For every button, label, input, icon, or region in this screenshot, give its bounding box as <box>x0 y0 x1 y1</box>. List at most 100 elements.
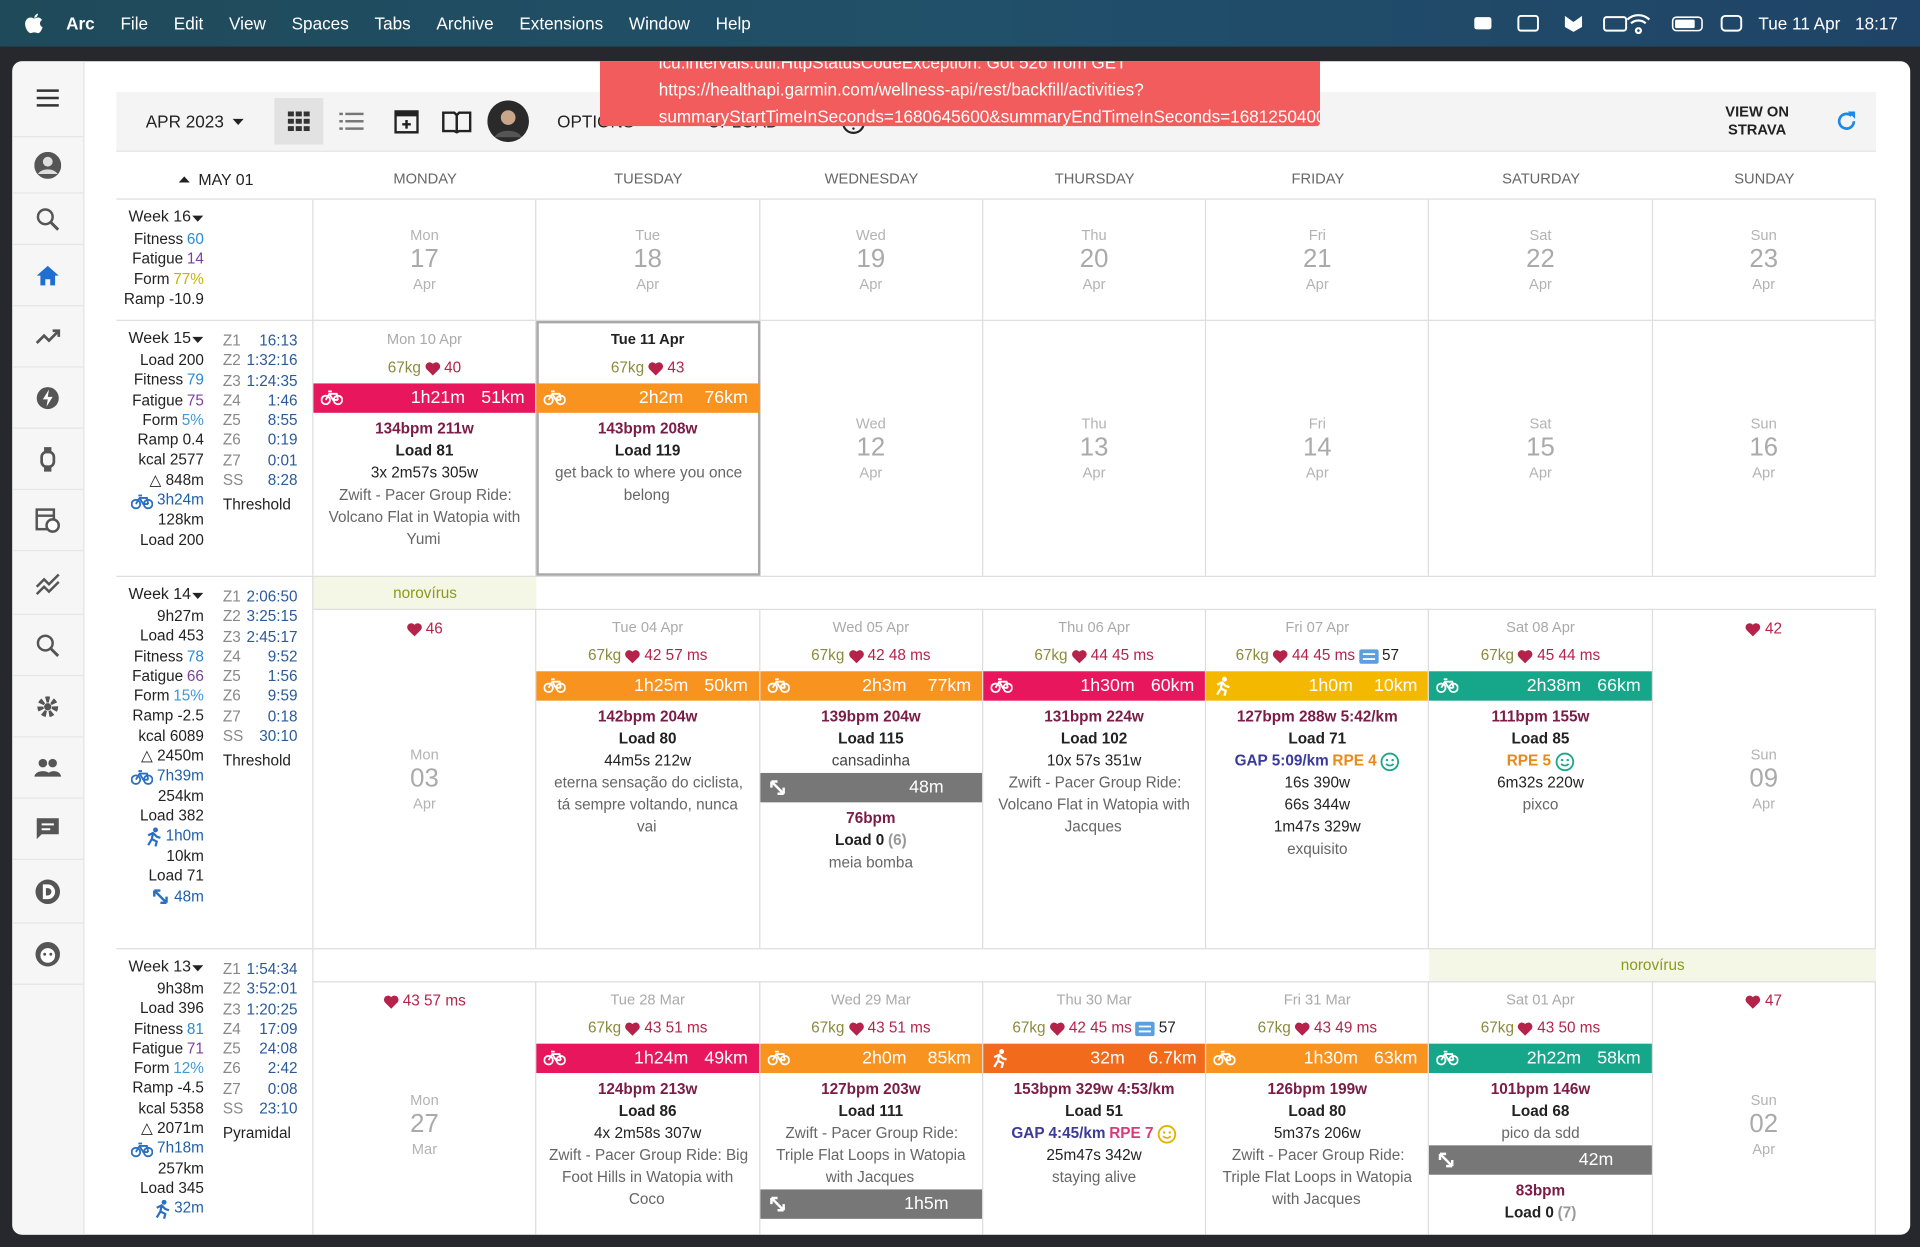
day-cell[interactable]: Thu 30 Mar 67kg 42 45 ms 57 32m 6.7km 153bpm 3… <box>983 981 1207 1235</box>
jump-label: MAY 01 <box>198 169 254 189</box>
day-cell[interactable]: Thu 20 Apr <box>983 199 1207 320</box>
activity-bar[interactable]: 32m 6.7km <box>983 1043 1206 1074</box>
sidebar-button[interactable] <box>12 194 84 245</box>
day-cell[interactable]: Mon 27 Mar 43 57 ms <box>313 981 537 1235</box>
sidebar-button[interactable] <box>12 137 84 194</box>
day-name: TUESDAY <box>614 170 683 188</box>
activity-bar[interactable]: 42m <box>1429 1145 1652 1175</box>
error-toast[interactable]: icu.intervals.util.HttpStatusCodeExcepti… <box>600 61 1321 127</box>
activity-bar[interactable]: 2h3m 77km <box>759 671 982 701</box>
plan-button[interactable] <box>442 109 472 134</box>
zone-value: 17:09 <box>259 1020 298 1038</box>
menu-item[interactable]: Extensions <box>519 13 604 34</box>
day-cell[interactable]: Tue 18 Apr <box>537 199 760 320</box>
menu-time[interactable]: 18:17 <box>1855 13 1898 34</box>
list-view-button[interactable] <box>339 111 364 131</box>
menu-item[interactable]: View <box>229 13 266 34</box>
stat-line: 10km <box>116 846 205 866</box>
day-cell[interactable]: Wed 12 Apr <box>760 320 984 576</box>
activity-bar[interactable]: 48m <box>759 772 982 803</box>
day-cell[interactable]: Sun 23 Apr <box>1653 199 1876 320</box>
activity-bar[interactable]: 1h30m 63km <box>1206 1043 1429 1074</box>
activity-bar[interactable]: 1h30m 60km <box>983 671 1206 701</box>
day-name: THURSDAY <box>1054 170 1135 188</box>
sidebar-button[interactable] <box>12 615 84 677</box>
day-cell[interactable]: Thu 06 Apr 67kg 44 45 ms 1h30m 60km 131bpm 22… <box>983 608 1207 949</box>
athlete-avatar[interactable] <box>487 100 529 143</box>
day-cell[interactable]: Sat 15 Apr <box>1429 320 1653 576</box>
grid-view-button[interactable] <box>274 97 324 145</box>
menu-item[interactable]: Edit <box>173 13 204 34</box>
day-cell[interactable]: Fri 14 Apr <box>1206 320 1430 576</box>
day-cell[interactable]: Sun 02 Apr 47 <box>1653 981 1876 1235</box>
day-cell[interactable]: Mon 10 Apr 67kg 40 1h21m 51km 134bpm 211w Load… <box>313 320 537 576</box>
day-cell[interactable]: Tue 11 Apr 67kg 43 2h2m 76km 143bpm 208w Load … <box>536 320 760 576</box>
menu-item[interactable]: Spaces <box>291 13 349 34</box>
menu-date[interactable]: Tue 11 Apr <box>1758 13 1841 34</box>
menu-item[interactable]: Window <box>628 13 690 34</box>
day-date: Tue 11 Apr <box>610 330 685 348</box>
activity-bar[interactable]: 2h2m 76km <box>536 383 759 413</box>
week-title[interactable]: Week 13 <box>116 954 205 978</box>
status-icons[interactable] <box>1472 12 1656 35</box>
heart-icon <box>625 1019 641 1036</box>
sidebar-button[interactable] <box>12 551 84 615</box>
activity-bar[interactable]: 2h0m 85km <box>759 1043 982 1074</box>
menu-item[interactable]: Archive <box>436 13 494 34</box>
day-cell[interactable]: Tue 28 Mar 67kg 43 51 ms 1h24m 49km 124bpm 21… <box>536 981 760 1235</box>
refresh-button[interactable] <box>1834 109 1858 133</box>
day-cell[interactable]: Sat 22 Apr <box>1429 199 1653 320</box>
day-cell[interactable]: Thu 13 Apr <box>983 320 1207 576</box>
week-title[interactable]: Week 14 <box>116 582 205 606</box>
jump-button[interactable]: MAY 01 <box>116 159 313 198</box>
menu-item[interactable]: Tabs <box>374 13 411 34</box>
day-cell[interactable]: Fri 07 Apr 67kg 44 45 ms 57 1h0m 10km 127bpm 2… <box>1206 608 1430 949</box>
day-cell[interactable]: Tue 04 Apr 67kg 42 57 ms 1h25m 50km 142bpm 20… <box>536 608 760 949</box>
activity-bar[interactable]: 1h5m <box>759 1189 982 1219</box>
sidebar-button[interactable] <box>12 924 84 985</box>
menu-item[interactable]: File <box>120 13 149 34</box>
day-cell[interactable]: Sat 01 Apr 67kg 43 50 ms 2h22m 58km 101bpm 14… <box>1429 981 1653 1235</box>
sidebar-button[interactable] <box>12 429 84 490</box>
activity-bar[interactable]: 2h38m 66km <box>1429 671 1652 701</box>
add-event-button[interactable] <box>394 108 419 135</box>
week-title[interactable]: Week 15 <box>116 326 205 350</box>
apple-logo[interactable] <box>24 12 44 34</box>
day-cell[interactable]: Mon 17 Apr <box>313 199 537 320</box>
battery-icons[interactable] <box>1670 12 1743 34</box>
app-name[interactable]: Arc <box>66 13 95 34</box>
day-cell[interactable]: Fri 21 Apr <box>1206 199 1430 320</box>
activity-bar[interactable]: 2h22m 58km <box>1429 1043 1652 1074</box>
day-cell[interactable]: Fri 31 Mar 67kg 43 49 ms 1h30m 63km 126bpm 19… <box>1206 981 1430 1235</box>
zone-value: 0:08 <box>267 1080 298 1098</box>
sidebar-button[interactable] <box>12 367 84 429</box>
text: 75 <box>186 391 204 409</box>
activity-bar[interactable]: 1h24m 49km <box>536 1043 759 1074</box>
sidebar-button[interactable] <box>12 61 84 138</box>
sidebar-button[interactable] <box>12 676 84 738</box>
day-cell[interactable]: Mon 03 Apr 46 <box>313 608 537 949</box>
text: 25m47s 342w <box>1046 1146 1142 1164</box>
month-picker[interactable]: APR 2023 <box>146 92 249 151</box>
note-slot <box>983 577 1207 611</box>
activity-bar[interactable]: 1h0m 10km <box>1206 671 1429 701</box>
view-on-strava[interactable]: VIEW ON STRAVA <box>1708 103 1806 140</box>
day-cell[interactable]: Wed 29 Mar 67kg 43 51 ms 2h0m 85km 127bpm 203… <box>759 981 984 1235</box>
day-cell[interactable]: Wed 19 Apr <box>760 199 984 320</box>
activity-bar[interactable]: 1h21m 51km <box>313 383 536 413</box>
sidebar-button[interactable] <box>12 799 84 860</box>
activity-bar[interactable]: 1h25m 50km <box>536 671 759 701</box>
sidebar-button[interactable] <box>12 245 84 307</box>
day-cell[interactable]: Sat 08 Apr 67kg 45 44 ms 2h38m 66km 111bpm 15… <box>1429 608 1653 949</box>
sidebar-button[interactable] <box>12 737 84 799</box>
sidebar-button[interactable] <box>12 860 84 924</box>
day-cell[interactable]: Wed 05 Apr 67kg 42 48 ms 2h3m 77km 139bpm 204… <box>759 608 984 949</box>
day-cell[interactable]: Sun 16 Apr <box>1653 320 1876 576</box>
day-cell[interactable]: Sun 09 Apr 42 <box>1653 608 1876 949</box>
text: kcal 2577 <box>138 451 204 469</box>
menu-item[interactable]: Help <box>715 13 751 34</box>
week-title[interactable]: Week 16 <box>116 205 205 229</box>
sidebar-button[interactable] <box>12 306 84 368</box>
wellness-line: 67kg 43 <box>537 353 759 382</box>
sidebar-button[interactable] <box>12 490 84 552</box>
